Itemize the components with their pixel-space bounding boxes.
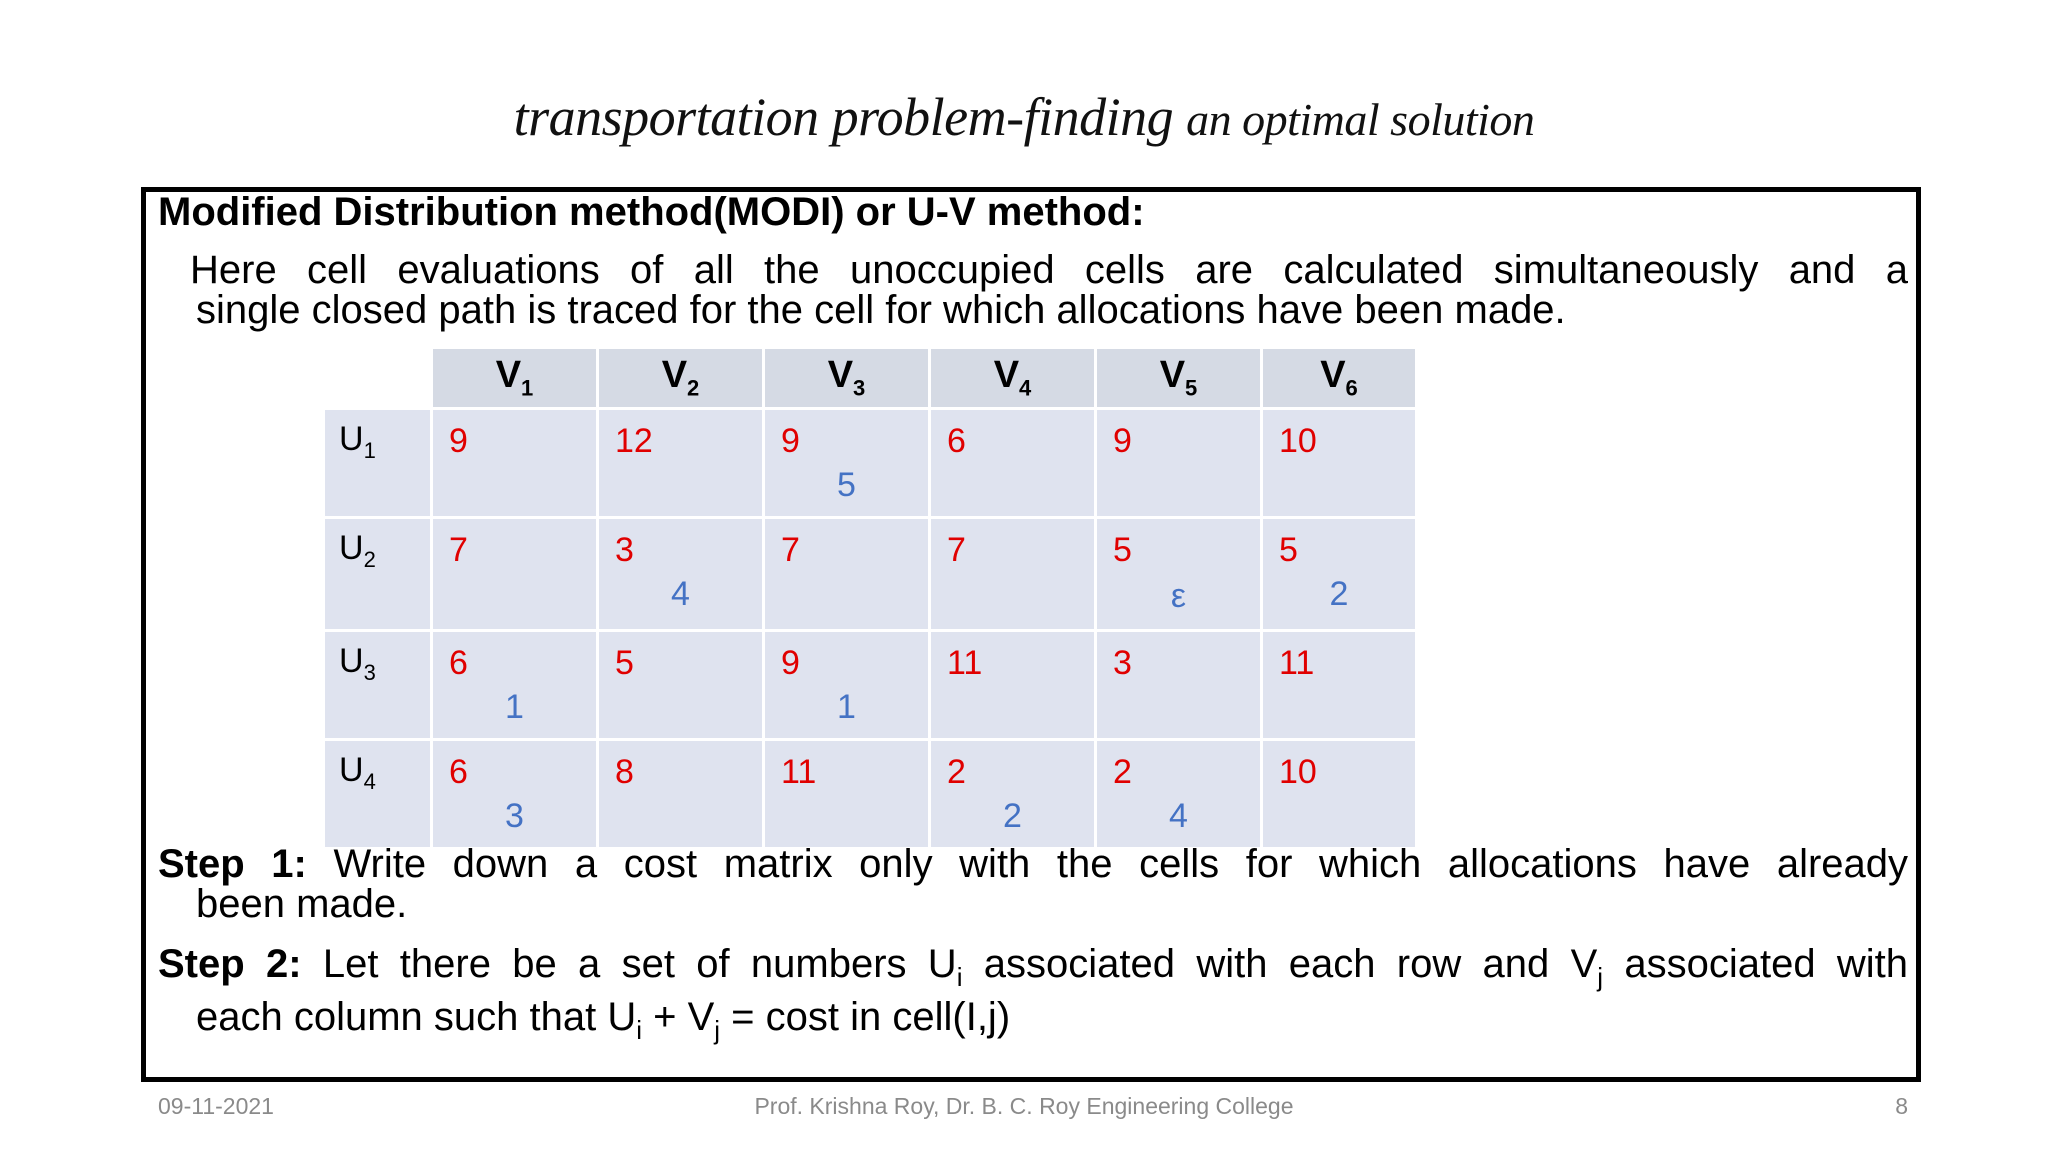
cell-u3-v4: 11 [931, 632, 1094, 738]
cell-u1-v4: 6 [931, 410, 1094, 516]
cell-u4-v2: 8 [599, 741, 762, 847]
cell-u3-v5: 3 [1097, 632, 1260, 738]
allocation-value: 1 [837, 688, 856, 726]
intro-line-1: Here cell evaluations of all the unoccup… [190, 248, 1908, 292]
step-2: Step 2: Let there be a set of numbers Ui… [158, 944, 1908, 1050]
allocation-value: 4 [1169, 797, 1188, 835]
step-1-label: Step 1: [158, 842, 307, 886]
intro-paragraph: Here cell evaluations of all the unoccup… [190, 250, 1908, 330]
row-label-u3: U3 [325, 632, 430, 738]
footer-author: Prof. Krishna Roy, Dr. B. C. Roy Enginee… [754, 1093, 1294, 1119]
cost-value: 6 [947, 422, 966, 460]
slide-title: transportation problem-finding an optima… [0, 86, 2048, 148]
cell-u1-v1: 9 [433, 410, 596, 516]
cost-value: 5 [1279, 531, 1298, 569]
cost-value: 8 [615, 753, 634, 791]
cost-value: 10 [1279, 422, 1317, 460]
allocation-value: 2 [1329, 575, 1349, 613]
cost-value: 7 [947, 531, 966, 569]
cost-value: 11 [947, 644, 983, 682]
cell-u1-v5: 9 [1097, 410, 1260, 516]
row-label-u2: U2 [325, 519, 430, 629]
allocation-value: 1 [505, 688, 524, 726]
cost-value: 3 [615, 531, 634, 569]
cost-value: 7 [449, 531, 468, 569]
footer-page-number: 8 [1895, 1093, 1908, 1119]
method-heading: Modified Distribution method(MODI) or U-… [158, 190, 1145, 234]
cell-u4-v6: 10 [1263, 741, 1415, 847]
cost-value: 11 [781, 753, 817, 791]
allocation-value: 4 [671, 575, 690, 613]
corner-cell [325, 349, 430, 407]
cost-value: 11 [1279, 644, 1315, 682]
cost-value: 9 [1113, 422, 1132, 460]
cell-u3-v6: 11 [1263, 632, 1415, 738]
cost-value: 6 [449, 644, 468, 682]
allocation-value: 3 [505, 797, 524, 835]
row-label-u1: U1 [325, 410, 430, 516]
step-2-line-2: each column such that Ui + Vj = cost in … [196, 995, 1011, 1045]
cell-u1-v6: 10 [1263, 410, 1415, 516]
step-2-label: Step 2: [158, 942, 302, 986]
cell-u2-v3: 7 [765, 519, 928, 629]
cell-u2-v1: 7 [433, 519, 596, 629]
column-header-v1: V1 [433, 349, 596, 407]
cost-value: 9 [781, 422, 800, 460]
column-header-v2: V2 [599, 349, 762, 407]
cost-value: 12 [615, 422, 653, 460]
cost-value: 7 [781, 531, 800, 569]
cost-value: 5 [615, 644, 634, 682]
cost-value: 2 [1113, 753, 1132, 791]
cost-value: 5 [1113, 531, 1132, 569]
content-frame [141, 187, 1921, 1082]
cell-u1-v2: 12 [599, 410, 762, 516]
column-header-v4: V4 [931, 349, 1094, 407]
cell-u3-v2: 5 [599, 632, 762, 738]
allocation-value: 2 [1003, 797, 1022, 835]
allocation-value: ε [1170, 577, 1187, 615]
cost-value: 10 [1279, 753, 1317, 791]
cost-value: 6 [449, 753, 468, 791]
footer-date: 09-11-2021 [158, 1093, 274, 1119]
column-header-v5: V5 [1097, 349, 1260, 407]
cell-u2-v4: 7 [931, 519, 1094, 629]
cost-value: 9 [781, 644, 800, 682]
slide-title-tail: an optimal solution [1186, 94, 1535, 145]
cell-u4-v3: 11 [765, 741, 928, 847]
allocation-value: 5 [837, 466, 856, 504]
row-label-u4: U4 [325, 741, 430, 847]
header-row: V1 V2 V3 V4 V5 V6 [325, 349, 1415, 407]
column-header-v3: V3 [765, 349, 928, 407]
cost-value: 2 [947, 753, 966, 791]
column-header-v6: V6 [1263, 349, 1415, 407]
cost-value: 3 [1113, 644, 1132, 682]
slide-title-main: transportation problem-finding [513, 87, 1174, 147]
step-1-text: Write down a cost matrix only with the c… [333, 842, 1909, 886]
step-1: Step 1: Write down a cost matrix only wi… [158, 844, 1908, 924]
step-1-line-2: been made. [196, 882, 408, 926]
intro-line-2: single closed path is traced for the cel… [196, 288, 1566, 332]
cost-value: 9 [449, 422, 468, 460]
